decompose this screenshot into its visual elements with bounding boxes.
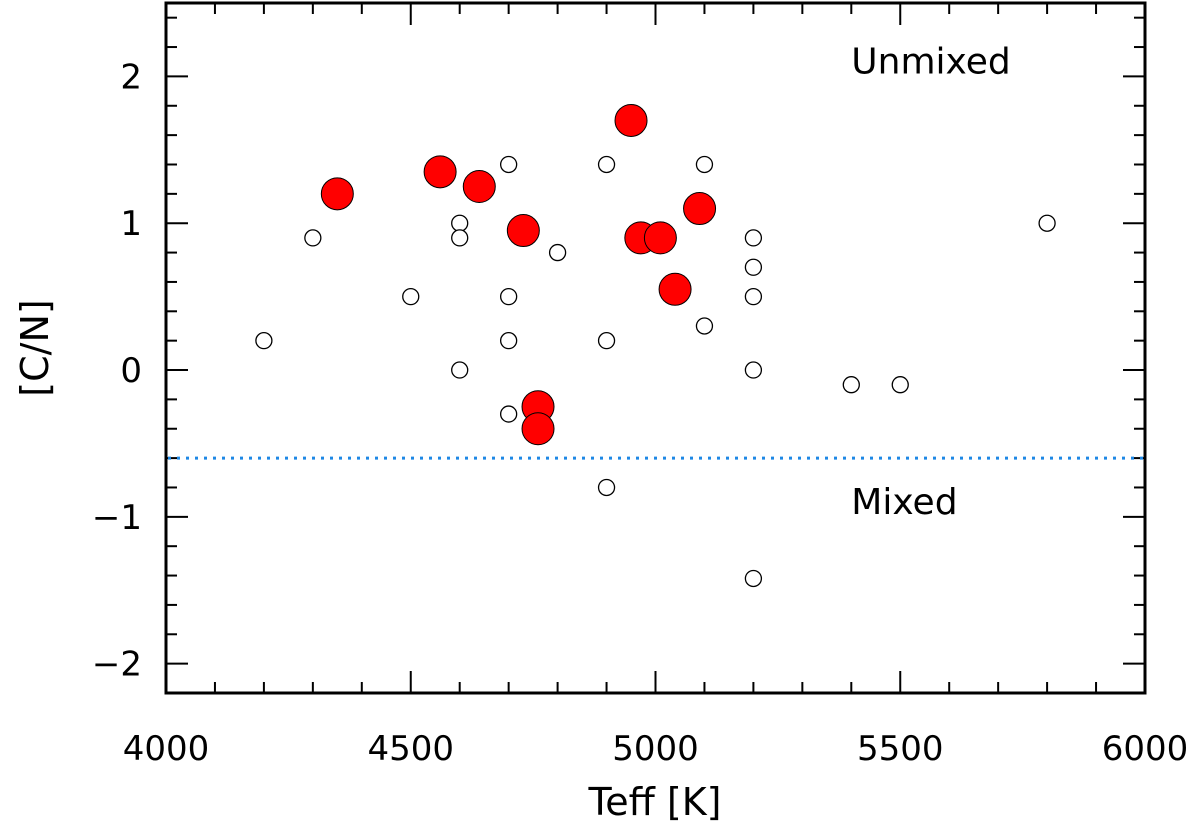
open-data-point <box>402 287 420 306</box>
open-data-point <box>499 287 518 306</box>
y-tick-label: −1 <box>92 498 142 538</box>
open-data-point <box>255 332 273 350</box>
filled-data-point <box>320 177 354 211</box>
open-data-point <box>548 243 567 262</box>
open-data-point <box>744 361 763 379</box>
open-data-point <box>744 229 763 247</box>
open-data-point <box>499 155 518 174</box>
tick-labels: 4000 4500 5000 5500 6000 2 1 0 −1 −2 <box>92 57 1188 769</box>
x-tick-label: 4500 <box>367 729 454 769</box>
open-data-point <box>499 332 518 350</box>
filled-data-point <box>423 155 457 189</box>
y-axis-label: [C/N] <box>13 299 57 396</box>
axis-ticks <box>165 3 1146 694</box>
open-data-point <box>891 376 909 394</box>
filled-data-point <box>462 170 496 204</box>
y-tick-label: 0 <box>120 351 142 391</box>
x-tick-label: 6000 <box>1102 729 1189 769</box>
y-tick-label: 2 <box>120 57 142 97</box>
y-tick-label: 1 <box>120 204 142 244</box>
open-data-point <box>1038 214 1056 232</box>
filled-data-point <box>643 221 677 255</box>
open-data-point <box>597 155 616 174</box>
open-data-point <box>499 405 518 423</box>
filled-data-point <box>614 103 648 137</box>
annotation-mixed: Mixed <box>851 482 957 523</box>
open-data-point <box>304 229 322 247</box>
x-tick-label: 5500 <box>857 729 944 769</box>
open-circle-series <box>255 155 1056 588</box>
open-data-point <box>597 478 616 497</box>
filled-data-point <box>521 412 555 446</box>
plot-frame <box>164 1 1147 695</box>
filled-circle-series <box>320 103 717 446</box>
open-data-point <box>842 376 860 394</box>
filled-data-point <box>683 192 717 226</box>
open-data-point <box>597 332 616 350</box>
open-data-point <box>451 361 469 379</box>
annotation-unmixed: Unmixed <box>851 42 1010 83</box>
open-data-point <box>695 155 714 174</box>
filled-data-point <box>506 214 540 248</box>
open-data-point <box>744 258 763 276</box>
x-tick-label: 4000 <box>123 729 210 769</box>
open-data-point <box>744 287 763 306</box>
open-data-point <box>744 569 763 588</box>
open-data-point <box>451 229 469 247</box>
x-tick-label: 5000 <box>612 729 699 769</box>
x-axis-label: Teff [K] <box>588 780 722 824</box>
open-data-point <box>695 317 714 335</box>
filled-data-point <box>658 272 692 306</box>
open-data-point <box>451 214 469 232</box>
y-tick-label: −2 <box>92 645 142 685</box>
